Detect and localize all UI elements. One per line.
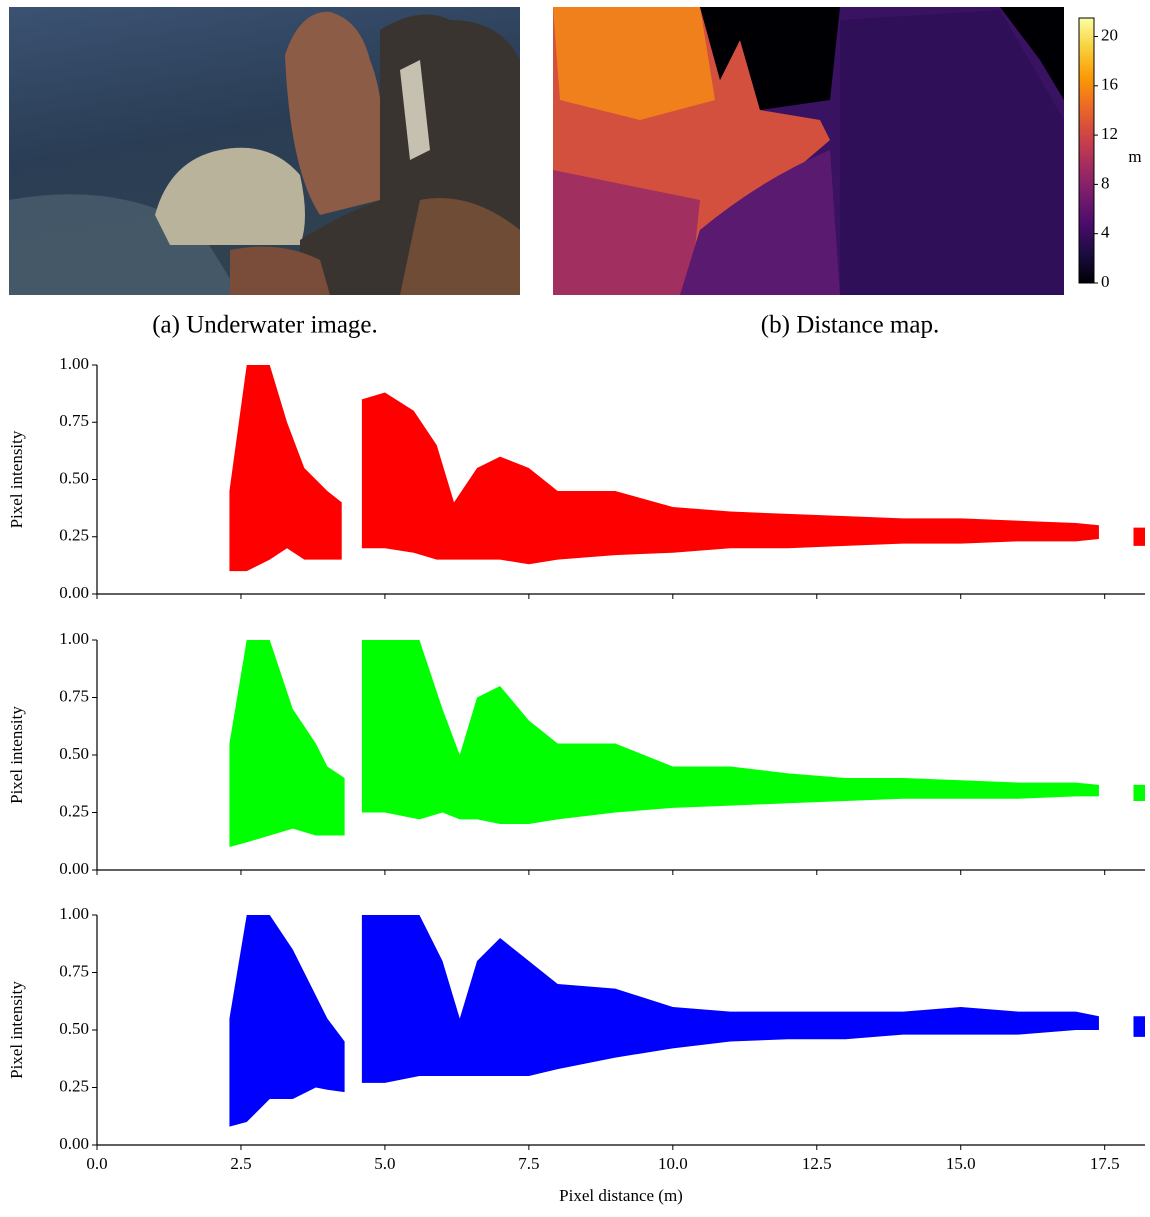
y-tick-label: 1.00: [59, 354, 89, 373]
x-tick-label: 2.5: [230, 1154, 251, 1173]
y-tick-label: 0.50: [59, 1019, 89, 1038]
caption: (b) Distance map.: [761, 312, 939, 339]
x-axis-label: Pixel distance (m): [559, 1186, 683, 1205]
distance-map: [553, 7, 1064, 295]
y-tick-label: 0.00: [59, 1134, 89, 1153]
caption: (a) Underwater image.: [152, 312, 378, 339]
y-tick-label: 1.00: [59, 629, 89, 648]
y-tick-label: 0.00: [59, 859, 89, 878]
y-axis-label: Pixel intensity: [7, 981, 26, 1079]
y-tick-label: 0.75: [59, 961, 89, 980]
figure: (a) Underwater image. (b) Distance map. …: [0, 0, 1150, 1212]
intensity-band: [229, 640, 1145, 847]
x-tick-label: 17.5: [1090, 1154, 1120, 1173]
intensity-band: [229, 915, 1145, 1127]
y-axis-label: Pixel intensity: [7, 430, 26, 528]
y-tick-label: 0.75: [59, 411, 89, 430]
x-tick-label: 0.0: [86, 1154, 107, 1173]
underwater-image: [9, 7, 520, 295]
colorbar: [1079, 18, 1094, 283]
x-tick-label: 7.5: [518, 1154, 539, 1173]
y-tick-label: 1.00: [59, 904, 89, 923]
y-tick-label: 0.50: [59, 744, 89, 763]
y-tick-label: 0.50: [59, 468, 89, 487]
y-tick-label: 0.25: [59, 526, 89, 545]
x-tick-label: 12.5: [802, 1154, 832, 1173]
x-tick-label: 10.0: [658, 1154, 688, 1173]
colorbar-tick-label: 0: [1101, 272, 1110, 291]
colorbar-label: m: [1128, 147, 1141, 166]
x-tick-label: 5.0: [374, 1154, 395, 1173]
y-tick-label: 0.25: [59, 801, 89, 820]
y-axis-label: Pixel intensity: [7, 706, 26, 804]
x-tick-label: 15.0: [946, 1154, 976, 1173]
colorbar-tick-label: 4: [1101, 223, 1110, 242]
y-tick-label: 0.00: [59, 583, 89, 602]
y-tick-label: 0.25: [59, 1076, 89, 1095]
intensity-band: [229, 365, 1145, 571]
colorbar-tick-label: 16: [1101, 75, 1118, 94]
y-tick-label: 0.75: [59, 686, 89, 705]
colorbar-tick-label: 20: [1101, 25, 1118, 44]
colorbar-tick-label: 8: [1101, 173, 1110, 192]
colorbar-tick-label: 12: [1101, 124, 1118, 143]
